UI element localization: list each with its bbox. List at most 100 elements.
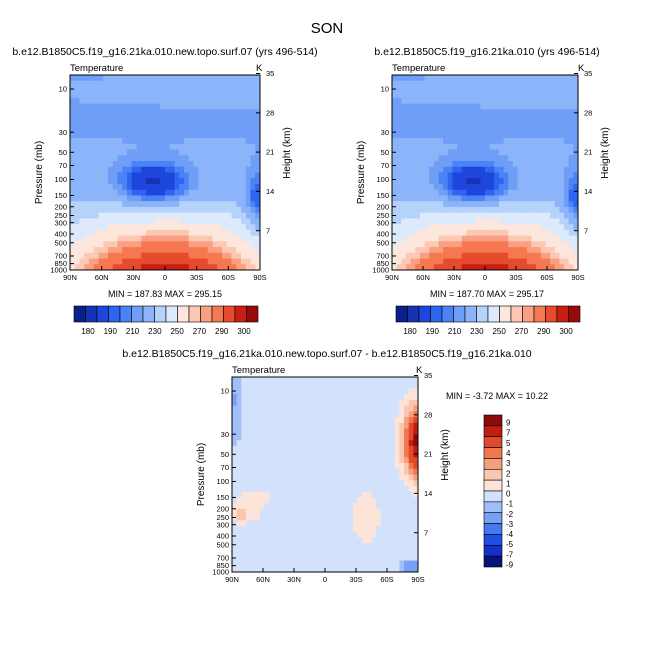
contour-cell	[334, 434, 340, 441]
contour-cell	[169, 178, 175, 185]
contour-cell	[334, 440, 340, 447]
contour-cell	[512, 247, 518, 254]
contour-cell	[245, 103, 251, 110]
contour-cell	[160, 189, 166, 196]
contour-cell	[410, 241, 416, 248]
contour-cell	[376, 422, 382, 430]
contour-cell	[424, 75, 430, 82]
contour-cell	[160, 109, 166, 116]
contour-cell	[568, 155, 574, 162]
contour-cell	[150, 218, 156, 225]
contour-cell	[117, 241, 123, 248]
contour-cell	[127, 178, 133, 185]
contour-cell	[325, 560, 331, 567]
contour-cell	[131, 109, 137, 116]
contour-cell	[169, 218, 175, 225]
contour-cell	[70, 258, 76, 265]
contour-cell	[413, 491, 419, 498]
y-tick-label: 10	[381, 85, 389, 94]
contour-cell	[315, 451, 321, 458]
contour-cell	[136, 178, 142, 185]
contour-cell	[466, 166, 472, 173]
contour-cell	[150, 252, 156, 259]
contour-cell	[415, 241, 421, 248]
contour-cell	[503, 155, 509, 162]
contour-cell	[236, 440, 242, 447]
contour-cell	[329, 560, 335, 567]
contour-cell	[207, 264, 213, 271]
contour-cell	[394, 537, 400, 544]
contour-cell	[217, 103, 223, 110]
contour-cell	[131, 97, 137, 105]
contour-cell	[452, 224, 458, 231]
contour-cell	[362, 554, 368, 561]
contour-cell	[70, 120, 76, 128]
contour-cell	[568, 229, 574, 236]
contour-cell	[452, 212, 458, 219]
contour-cell	[315, 434, 321, 441]
contour-cell	[550, 241, 556, 248]
contour-cell	[338, 560, 344, 567]
contour-cell	[174, 252, 180, 259]
contour-cell	[429, 206, 435, 214]
contour-cell	[98, 172, 104, 179]
contour-cell	[306, 531, 312, 538]
contour-cell	[150, 247, 156, 254]
contour-cell	[485, 183, 491, 191]
contour-cell	[93, 92, 99, 99]
contour-cell	[122, 92, 128, 99]
contour-cell	[222, 224, 228, 231]
contour-cell	[357, 526, 363, 533]
contour-cell	[241, 503, 247, 510]
contour-cell	[241, 531, 247, 538]
contour-cell	[404, 566, 410, 573]
contour-cell	[255, 531, 261, 538]
contour-cell	[457, 235, 463, 242]
contour-cell	[362, 428, 368, 435]
contour-cell	[141, 218, 147, 225]
contour-cell	[438, 92, 444, 99]
contour-cell	[512, 155, 518, 162]
contour-cell	[165, 189, 171, 196]
contour-cell	[255, 503, 261, 510]
contour-cell	[325, 382, 331, 389]
contour-cell	[433, 195, 439, 202]
contour-cell	[98, 178, 104, 185]
contour-cell	[269, 480, 275, 487]
contour-cell	[278, 491, 284, 498]
contour-cell	[146, 75, 152, 82]
contour-cell	[207, 97, 213, 105]
contour-cell	[292, 526, 298, 533]
contour-cell	[348, 497, 354, 504]
contour-cell	[480, 132, 486, 139]
contour-cell	[550, 264, 556, 271]
contour-cell	[320, 417, 326, 424]
contour-cell	[188, 80, 194, 87]
contour-cell	[311, 428, 317, 435]
contour-cell	[461, 115, 467, 122]
contour-cell	[512, 86, 518, 93]
contour-cell	[93, 115, 99, 122]
contour-cell	[366, 451, 372, 458]
contour-cell	[259, 411, 265, 418]
contour-cell	[540, 109, 546, 116]
contour-cell	[338, 394, 344, 401]
contour-cell	[79, 143, 85, 150]
contour-cell	[564, 235, 570, 242]
contour-cell	[385, 428, 391, 435]
contour-cell	[366, 394, 372, 401]
contour-cell	[311, 491, 317, 498]
contour-cell	[415, 235, 421, 242]
contour-cell	[188, 92, 194, 99]
contour-cell	[410, 75, 416, 82]
contour-cell	[222, 126, 228, 133]
contour-cell	[536, 166, 542, 173]
contour-cell	[419, 166, 425, 173]
contour-cell	[311, 440, 317, 447]
contour-cell	[84, 80, 90, 87]
contour-cell	[131, 189, 137, 196]
contour-cell	[371, 399, 377, 407]
contour-cell	[357, 382, 363, 389]
contour-cell	[226, 189, 232, 196]
colorbar-label: -4	[506, 530, 514, 539]
